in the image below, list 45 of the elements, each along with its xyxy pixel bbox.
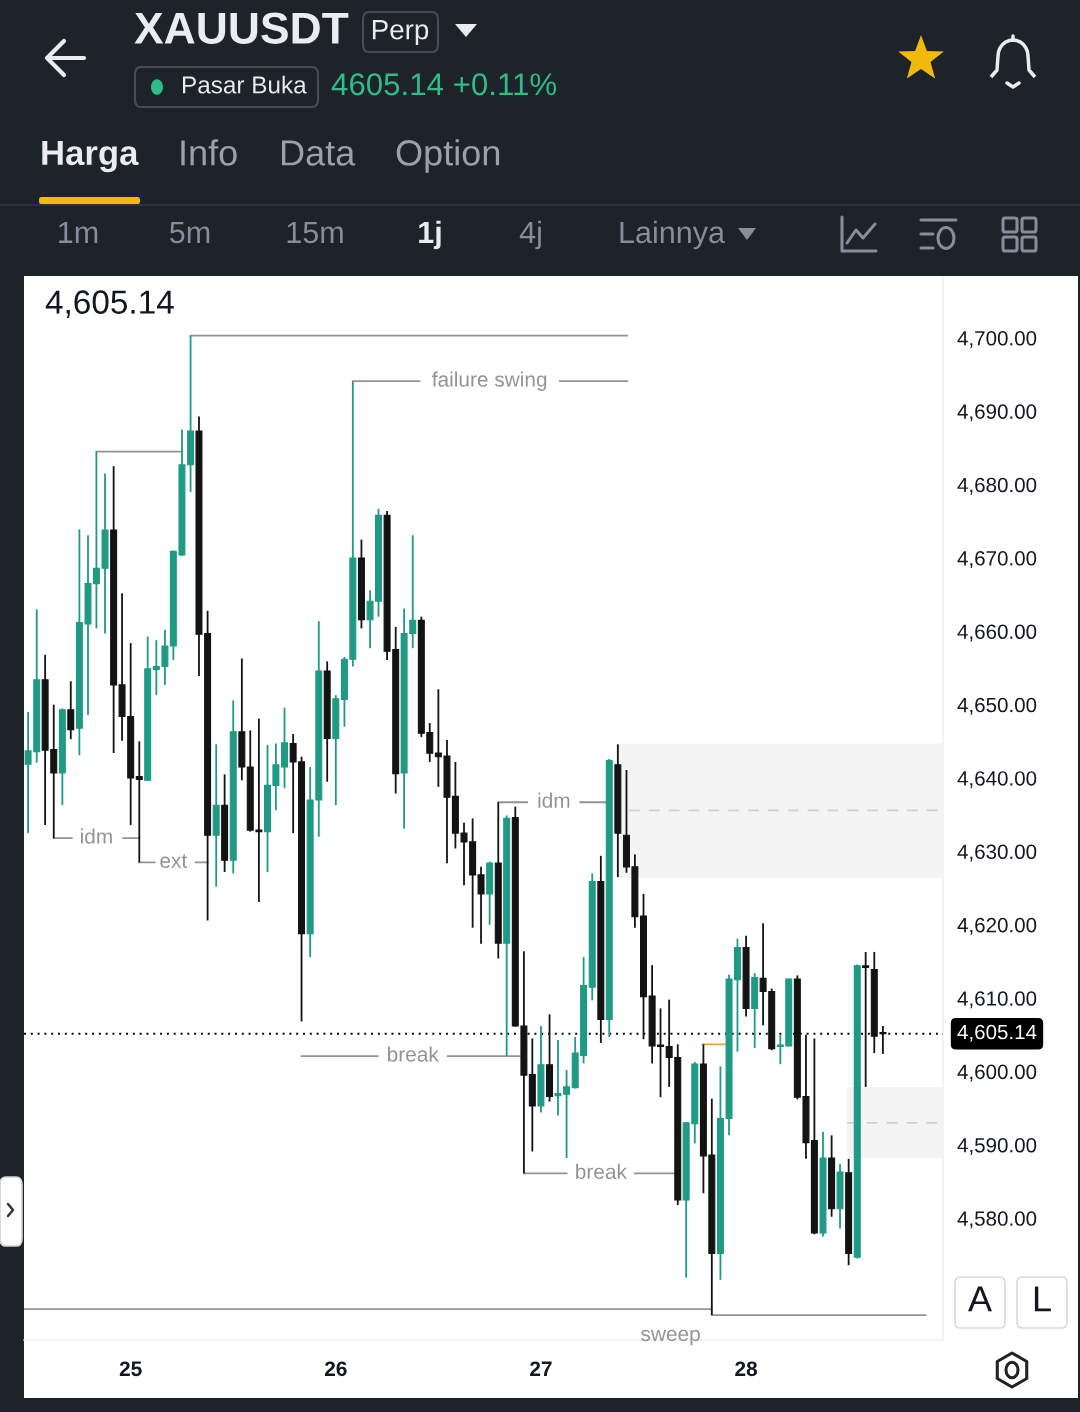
text: Info bbox=[181, 139, 237, 166]
text: A bbox=[968, 1286, 992, 1312]
text: Perp bbox=[372, 20, 429, 45]
y-tick-label: 4,640.00 bbox=[957, 771, 1037, 789]
chart-subtitle: 4,605.14 bbox=[45, 290, 174, 318]
series-label: idm bbox=[81, 828, 112, 844]
x-tick-label: 25 bbox=[119, 1361, 142, 1377]
y-tick-label: 4,700.00 bbox=[957, 330, 1037, 348]
series-label: failure swing bbox=[432, 371, 547, 391]
text: Pasar Buka bbox=[182, 75, 307, 94]
y-tick-label: 4,610.00 bbox=[957, 991, 1037, 1009]
series-label: sweep bbox=[641, 1329, 700, 1346]
candlestick bbox=[135, 740, 143, 864]
text: 4j bbox=[519, 220, 541, 250]
series-label: break bbox=[576, 1163, 627, 1180]
text: 1j bbox=[419, 220, 441, 250]
y-tick-label: 4,630.00 bbox=[957, 844, 1037, 862]
series-label: ext bbox=[160, 854, 188, 869]
text: 1m bbox=[59, 221, 98, 243]
y-tick-label: 4,670.00 bbox=[957, 551, 1037, 569]
text: 15m bbox=[287, 221, 343, 244]
y-tick-label: 4,680.00 bbox=[957, 477, 1037, 495]
text: L bbox=[1034, 1286, 1051, 1312]
y-tick-label: 4,660.00 bbox=[957, 624, 1037, 642]
x-tick-label: 28 bbox=[735, 1361, 758, 1377]
y-tick-label: 4,690.00 bbox=[957, 404, 1037, 422]
series-label: break bbox=[388, 1046, 439, 1062]
x-tick-label: 27 bbox=[530, 1361, 552, 1376]
chart-title: XAUUSDT bbox=[134, 12, 349, 44]
text: Lainnya bbox=[620, 220, 726, 250]
series-label: idm bbox=[538, 792, 570, 808]
text: 5m bbox=[170, 221, 210, 244]
text: Option bbox=[396, 139, 500, 173]
candlestick bbox=[67, 680, 75, 741]
y-tick-label: 4,590.00 bbox=[957, 1137, 1037, 1155]
text: 4605.14 +0.11% bbox=[331, 73, 557, 96]
y-tick-label: 4,650.00 bbox=[957, 697, 1037, 715]
x-tick-label: 26 bbox=[324, 1361, 347, 1377]
candlestick bbox=[862, 951, 870, 1088]
y-tick-label: 4,600.00 bbox=[957, 1064, 1037, 1082]
text: Harga bbox=[42, 140, 139, 173]
y-tick-label: 4,620.00 bbox=[957, 917, 1037, 935]
text: Data bbox=[281, 140, 356, 166]
y-tick-label: 4,580.00 bbox=[957, 1211, 1037, 1229]
ref-line-label: 4,605.14 bbox=[957, 1024, 1037, 1042]
